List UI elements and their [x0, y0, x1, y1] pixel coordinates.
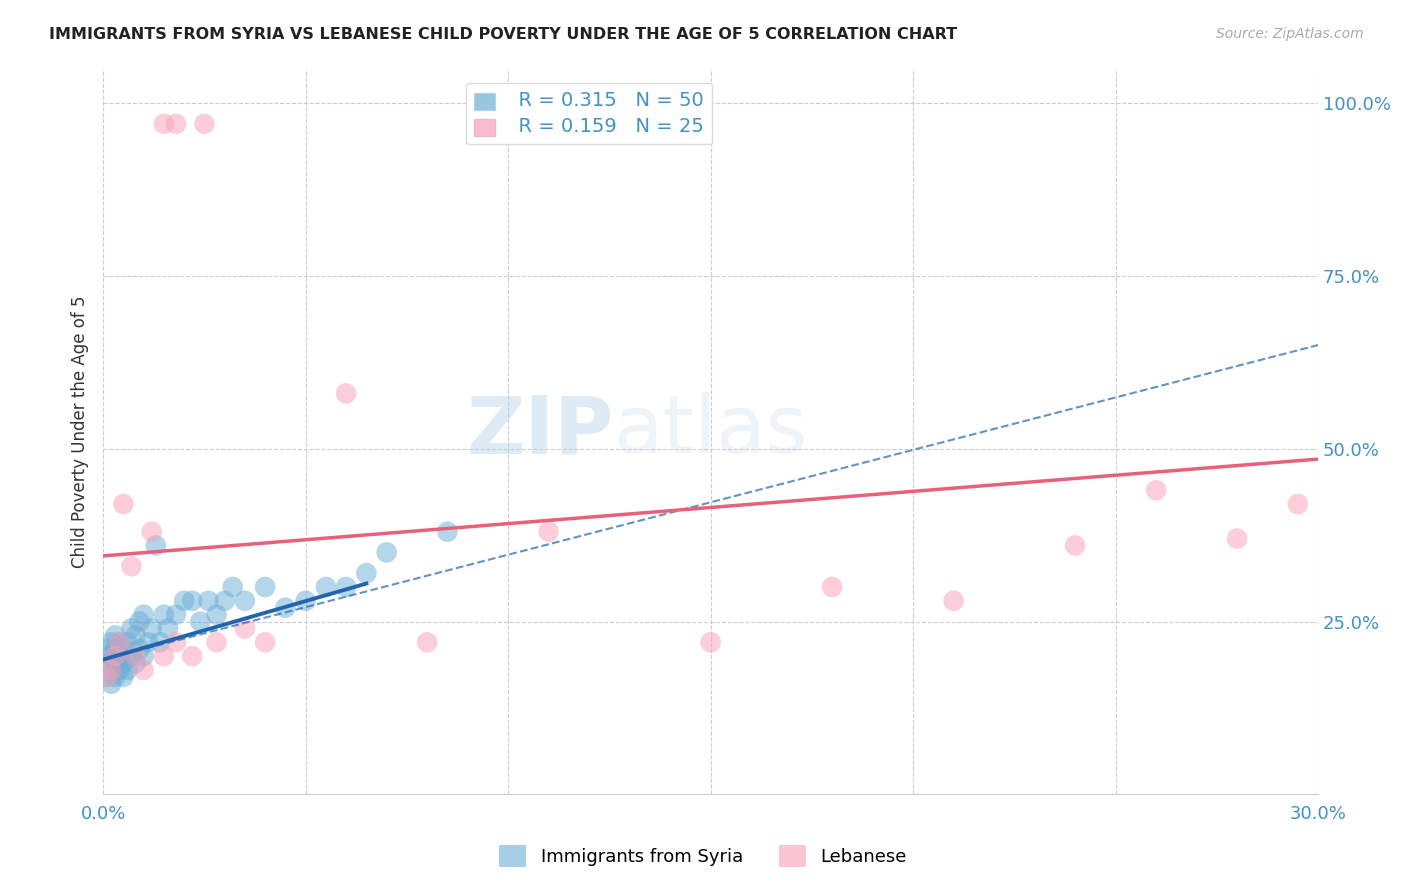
Point: [108, 635, 131, 649]
Text: Source: ZipAtlas.com: Source: ZipAtlas.com: [1216, 27, 1364, 41]
Point: [132, 663, 155, 677]
Point: [100, 663, 122, 677]
Point: [205, 607, 228, 622]
Point: [181, 649, 204, 664]
Point: [165, 117, 187, 131]
Point: [416, 635, 439, 649]
Point: [222, 580, 245, 594]
Text: ZIP: ZIP: [467, 392, 613, 470]
Point: [112, 670, 135, 684]
Legend: Immigrants from Syria, Lebanese: Immigrants from Syria, Lebanese: [492, 838, 914, 874]
Point: [121, 649, 143, 664]
Point: [145, 539, 167, 553]
Point: [100, 663, 122, 677]
Point: [100, 649, 122, 664]
Point: [165, 607, 187, 622]
Text: atlas: atlas: [613, 392, 808, 470]
Point: [233, 594, 256, 608]
Point: [153, 649, 176, 664]
Point: [254, 635, 277, 649]
Point: [96, 670, 118, 684]
Point: [117, 663, 139, 677]
Point: [112, 642, 135, 657]
Point: [100, 635, 122, 649]
Point: [214, 594, 236, 608]
Point: [165, 635, 187, 649]
Legend:   R = 0.315   N = 50,   R = 0.159   N = 25: R = 0.315 N = 50, R = 0.159 N = 25: [465, 83, 713, 145]
Point: [112, 656, 135, 670]
Point: [181, 594, 204, 608]
Point: [156, 622, 179, 636]
Point: [141, 622, 163, 636]
Point: [128, 642, 150, 657]
Point: [96, 670, 118, 684]
Point: [100, 677, 122, 691]
Point: [942, 594, 965, 608]
Point: [1226, 532, 1249, 546]
Point: [537, 524, 560, 539]
Point: [104, 656, 127, 670]
Point: [153, 117, 176, 131]
Point: [117, 635, 139, 649]
Point: [193, 117, 215, 131]
Point: [699, 635, 721, 649]
Point: [1064, 539, 1087, 553]
Point: [149, 635, 172, 649]
Point: [335, 386, 357, 401]
Point: [375, 545, 398, 559]
Point: [821, 580, 844, 594]
Point: [104, 670, 127, 684]
Y-axis label: Child Poverty Under the Age of 5: Child Poverty Under the Age of 5: [72, 295, 89, 567]
Point: [108, 649, 131, 664]
Point: [274, 600, 297, 615]
Point: [128, 615, 150, 629]
Point: [315, 580, 337, 594]
Point: [141, 524, 163, 539]
Text: IMMIGRANTS FROM SYRIA VS LEBANESE CHILD POVERTY UNDER THE AGE OF 5 CORRELATION C: IMMIGRANTS FROM SYRIA VS LEBANESE CHILD …: [49, 27, 957, 42]
Point: [294, 594, 316, 608]
Point: [188, 615, 211, 629]
Point: [356, 566, 378, 581]
Point: [173, 594, 195, 608]
Point: [197, 594, 219, 608]
Point: [254, 580, 277, 594]
Point: [124, 649, 146, 664]
Point: [136, 635, 159, 649]
Point: [132, 607, 155, 622]
Point: [104, 628, 127, 642]
Point: [108, 635, 131, 649]
Point: [96, 656, 118, 670]
Point: [124, 628, 146, 642]
Point: [132, 649, 155, 664]
Point: [121, 559, 143, 574]
Point: [112, 497, 135, 511]
Point: [1144, 483, 1167, 498]
Point: [124, 656, 146, 670]
Point: [436, 524, 458, 539]
Point: [121, 622, 143, 636]
Point: [233, 622, 256, 636]
Point: [335, 580, 357, 594]
Point: [1286, 497, 1309, 511]
Point: [96, 642, 118, 657]
Point: [205, 635, 228, 649]
Point: [153, 607, 176, 622]
Point: [108, 663, 131, 677]
Point: [104, 649, 127, 664]
Point: [104, 642, 127, 657]
